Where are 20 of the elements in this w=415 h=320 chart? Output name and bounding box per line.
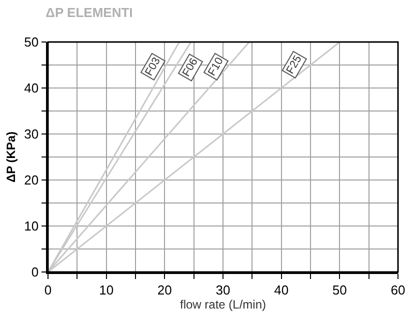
y-tick-label: 10 [24,218,39,234]
y-axis-title: ΔP (KPa) [4,131,18,183]
x-tick-label: 50 [332,282,347,298]
x-tick-label: 20 [157,282,172,298]
x-tick-label: 10 [99,282,114,298]
x-axis-title: flow rate (L/min) [180,298,266,312]
y-tick-label: 50 [24,34,39,50]
y-tick-label: 40 [24,80,39,96]
annotation: F10 [206,56,226,78]
annotation: F03 [143,56,163,78]
x-tick-label: 60 [390,282,406,298]
chart-title: ΔP ELEMENTI [46,5,133,20]
x-tick-label: 30 [216,282,230,298]
y-tick-label: 30 [24,126,39,142]
annotation: F25 [284,54,304,76]
y-tick-label: 0 [31,264,39,280]
x-tick-label: 40 [274,282,289,298]
annotation: F06 [180,56,200,79]
x-tick-label: 0 [44,282,52,298]
y-tick-label: 20 [24,172,39,188]
